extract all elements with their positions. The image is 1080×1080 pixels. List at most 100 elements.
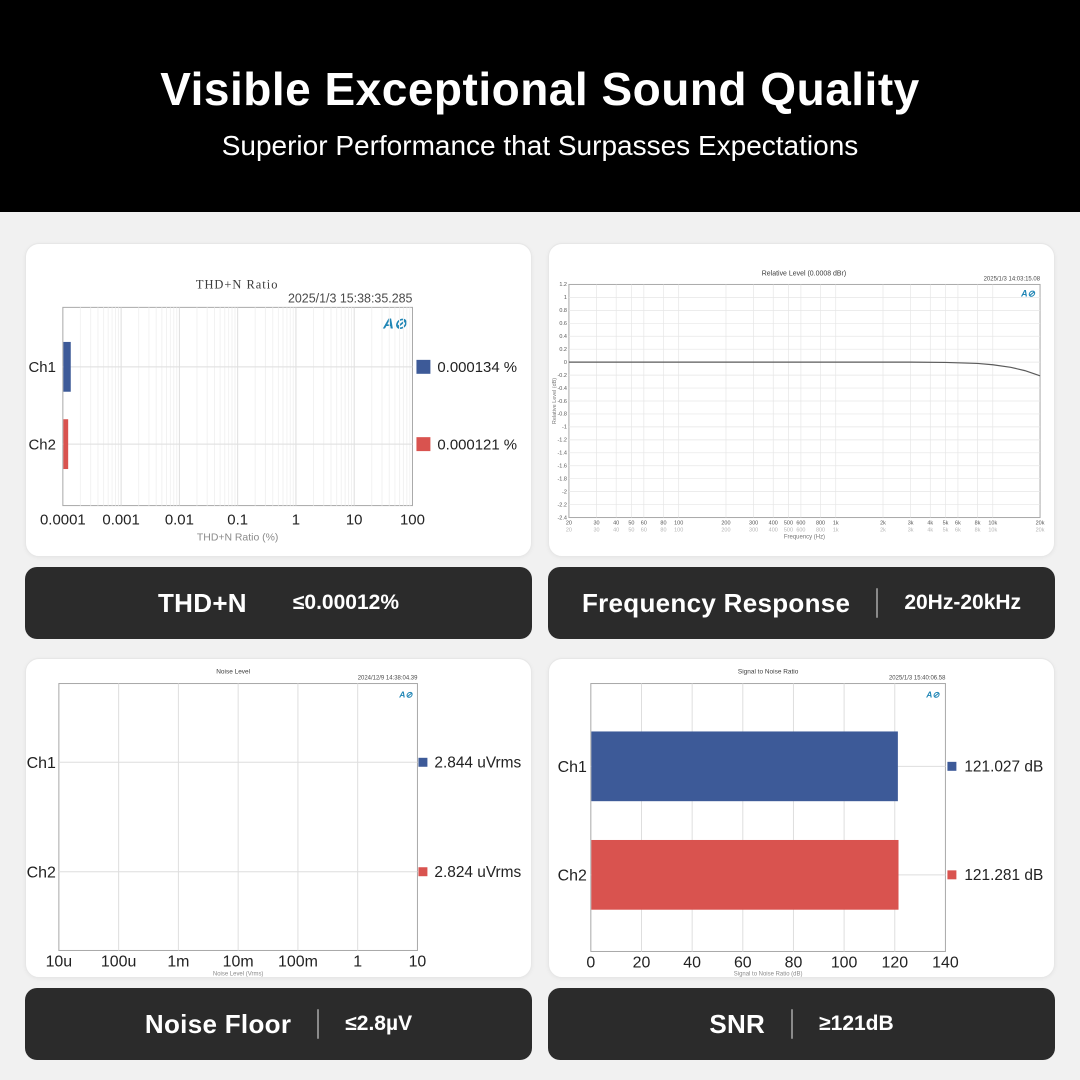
x-tick-label-minor: 60: [641, 527, 647, 533]
x-tick-label: 3k: [908, 521, 914, 527]
panel-frequency-response: Relative Level (0.0008 dBr) 2025/1/3 14:0…: [548, 243, 1055, 639]
snr-chart: Signal to Noise Ratio 2025/1/3 15:40:06.5…: [558, 669, 1044, 977]
x-tick-label-minor: 600: [796, 527, 805, 533]
x-tick-label: 1: [292, 512, 300, 529]
chart-timestamp: 2025/1/3 15:38:35.285: [288, 291, 413, 305]
x-tick-label-minor: 20: [566, 527, 572, 533]
x-tick-label-minor: 100: [674, 527, 683, 533]
frequency-response-chart: Relative Level (0.0008 dBr) 2025/1/3 14:0…: [552, 270, 1045, 540]
x-tick-label-minor: 800: [816, 527, 825, 533]
x-tick-label: 20: [566, 521, 572, 527]
separator: [317, 1009, 320, 1039]
x-tick-label: 100: [400, 512, 425, 529]
y-tick-label: -1.6: [557, 464, 566, 470]
x-tick-label: 100m: [278, 953, 318, 970]
noise-floor-label-bar: Noise Floor ≤2.8µV: [25, 988, 532, 1060]
plot-area: [590, 683, 946, 952]
x-tick-label: 0.0001: [40, 512, 86, 529]
y-tick-label: 0.6: [559, 321, 567, 327]
x-tick-label: 10: [346, 512, 363, 529]
y-tick-label: -0.6: [557, 399, 566, 405]
x-tick-label: 0.001: [102, 512, 139, 529]
legend-value: 2.824 uVrms: [434, 864, 521, 881]
y-tick-label: 0: [564, 360, 567, 366]
separator: [876, 588, 879, 618]
legend-swatch: [418, 867, 428, 877]
legend-swatch: [947, 761, 957, 771]
x-axis-label: THD+N Ratio (%): [197, 532, 278, 543]
x-tick-label: 8k: [975, 521, 981, 527]
x-tick-label: 60: [734, 954, 752, 971]
x-tick-label: 4k: [927, 521, 933, 527]
legend-value: 0.000121 %: [437, 436, 517, 453]
noise-floor-chart-card: Noise Level 2024/12/9 14:38:04.39 A⊘ Ch1 2.8…: [25, 658, 532, 978]
x-tick-label-minor: 8k: [975, 527, 981, 533]
x-tick-label: 200: [721, 521, 730, 527]
header-banner: Visible Exceptional Sound Quality Superi…: [0, 0, 1080, 212]
x-tick-label-minor: 40: [613, 527, 619, 533]
y-tick-label: -0.4: [557, 386, 566, 392]
x-tick-label-minor: 500: [784, 527, 793, 533]
y-tick-label: -2: [562, 489, 567, 495]
x-tick-label: 5k: [943, 521, 949, 527]
ap-logo-icon: A⊘: [1020, 288, 1035, 298]
x-tick-label: 0.01: [165, 512, 194, 529]
x-tick-label: 80: [785, 954, 803, 971]
ap-logo-icon: A⊘: [398, 689, 413, 699]
chart-timestamp: 2025/1/3 14:03:15.08: [984, 276, 1041, 282]
x-tick-label: 1k: [833, 521, 839, 527]
x-tick-label: 100: [674, 521, 683, 527]
legend-value: 2.844 uVrms: [434, 755, 521, 772]
x-tick-label: 140: [932, 954, 959, 971]
x-tick-label-minor: 80: [660, 527, 666, 533]
y-tick-label: -0.2: [557, 373, 566, 379]
snr-label-bar: SNR ≥121dB: [548, 988, 1055, 1060]
thdn-label-bar: THD+N ≤0.00012%: [25, 567, 532, 639]
y-tick-label: 0.4: [559, 334, 567, 340]
x-tick-label: 0.1: [227, 512, 248, 529]
x-tick-label-minor: 10k: [988, 527, 997, 533]
panel-noise-floor: Noise Level 2024/12/9 14:38:04.39 A⊘ Ch1 2.8…: [25, 658, 532, 1060]
frequency-response-label-bar: Frequency Response 20Hz-20kHz: [548, 567, 1055, 639]
x-tick-label: 60: [641, 521, 647, 527]
chart-title: Signal to Noise Ratio: [738, 669, 799, 676]
x-tick-label: 6k: [955, 521, 961, 527]
bar-ch2: [591, 839, 899, 910]
x-tick-label: 1: [353, 953, 362, 970]
y-tick-label: -0.8: [557, 412, 566, 418]
chart-title: THD+N Ratio: [196, 277, 279, 291]
category-label: Ch1: [28, 359, 55, 376]
category-label: Ch2: [558, 867, 587, 884]
snr-chart-card: Signal to Noise Ratio 2025/1/3 15:40:06.5…: [548, 658, 1055, 978]
x-tick-label-minor: 50: [628, 527, 634, 533]
x-tick-label: 600: [796, 521, 805, 527]
category-label: Ch1: [558, 759, 587, 776]
chart-timestamp: 2024/12/9 14:38:04.39: [358, 676, 418, 682]
metric-name: SNR: [709, 1008, 766, 1039]
thdn-chart-card: THD+N Ratio 2025/1/3 15:38:35.285 A⊘ Ch1 0.0…: [25, 243, 532, 557]
x-tick-label-minor: 20k: [1036, 527, 1045, 533]
x-tick-label: 100: [831, 954, 858, 971]
x-tick-label-minor: 5k: [943, 527, 949, 533]
x-tick-label: 0: [586, 954, 595, 971]
x-tick-label: 2k: [880, 521, 886, 527]
chart-title: Relative Level (0.0008 dBr): [762, 270, 846, 277]
x-tick-label: 50: [628, 521, 634, 527]
legend-value: 121.281 dB: [964, 867, 1043, 884]
x-tick-label: 20: [633, 954, 651, 971]
x-tick-label: 100u: [101, 953, 136, 970]
x-tick-label-minor: 3k: [908, 527, 914, 533]
category-label: Ch1: [27, 755, 56, 772]
y-tick-label: 0.8: [559, 308, 567, 314]
panel-thdn: THD+N Ratio 2025/1/3 15:38:35.285 A⊘ Ch1 0.0…: [25, 243, 532, 639]
y-tick-label: -2.2: [557, 502, 566, 508]
bar-ch1: [63, 341, 71, 392]
legend-swatch: [947, 870, 957, 880]
metric-spec: ≥121dB: [819, 1012, 894, 1035]
y-tick-label: -1.2: [557, 438, 566, 444]
x-tick-label-minor: 1k: [833, 527, 839, 533]
x-tick-label: 30: [594, 521, 600, 527]
x-tick-label: 1m: [167, 953, 189, 970]
